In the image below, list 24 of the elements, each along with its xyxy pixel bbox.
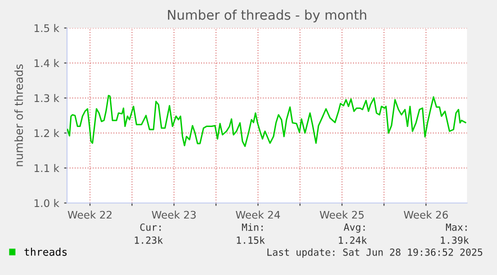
y-axis-title: number of threads xyxy=(14,64,23,166)
text: 1.39k xyxy=(440,236,469,244)
chart-title: Number of threads - by month xyxy=(168,10,366,22)
x-tick-label: Week 26 xyxy=(404,210,448,219)
text: Last update: Sat Jun 28 19:36:52 2025 xyxy=(267,248,482,258)
text: Max: xyxy=(446,224,467,231)
y-tick-label: 1.3 k xyxy=(34,94,60,102)
x-tick-label: Week 22 xyxy=(68,210,112,219)
line-series xyxy=(67,94,466,147)
text: 1.15k xyxy=(236,236,265,244)
y-tick-label: 1.0 k xyxy=(34,199,60,208)
x-tick-label: Week 24 xyxy=(236,210,280,219)
text: Cur: xyxy=(140,223,161,231)
text: 1.24k xyxy=(338,236,367,244)
x-tick-label: Week 25 xyxy=(320,210,364,219)
y-tick-label: 1.1 k xyxy=(34,164,60,172)
y-tick-label: 1.5 k xyxy=(34,24,60,32)
text: Avg: xyxy=(344,224,365,233)
legend-label: threads xyxy=(24,248,67,256)
x-tick-label: Week 23 xyxy=(152,210,196,219)
y-tick-label: 1.2 k xyxy=(34,129,60,137)
text: 1.23k xyxy=(134,236,163,244)
text: Min: xyxy=(242,223,263,231)
y-tick-label: 1.4 k xyxy=(34,59,60,67)
